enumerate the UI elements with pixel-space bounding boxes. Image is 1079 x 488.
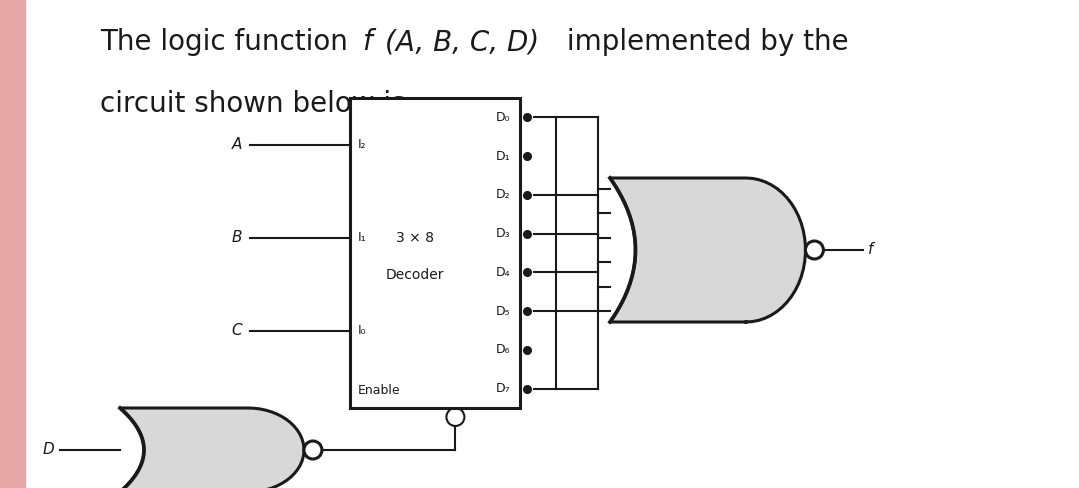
- Text: B: B: [232, 230, 242, 245]
- Text: C: C: [231, 323, 242, 338]
- Text: D₇: D₇: [495, 382, 510, 395]
- Text: I₂: I₂: [358, 138, 367, 151]
- Text: f: f: [869, 243, 874, 258]
- Text: D₆: D₆: [495, 344, 510, 356]
- Text: I₁: I₁: [358, 231, 367, 244]
- Text: 3 × 8: 3 × 8: [396, 231, 434, 245]
- Text: D₅: D₅: [495, 305, 510, 318]
- Text: f: f: [361, 28, 372, 56]
- Text: The logic function: The logic function: [100, 28, 357, 56]
- Polygon shape: [120, 408, 304, 488]
- Text: circuit shown below is: circuit shown below is: [100, 90, 406, 118]
- Text: D₀: D₀: [495, 111, 510, 124]
- Text: D₄: D₄: [495, 266, 510, 279]
- Text: D₁: D₁: [495, 150, 510, 163]
- Bar: [350, 98, 520, 408]
- Circle shape: [304, 441, 322, 459]
- Text: D: D: [42, 443, 54, 458]
- Text: D₃: D₃: [495, 227, 510, 240]
- Circle shape: [805, 241, 823, 259]
- Polygon shape: [610, 178, 805, 322]
- Bar: [0, 0, 25, 488]
- Text: Enable: Enable: [358, 384, 400, 396]
- Text: I₀: I₀: [358, 324, 367, 337]
- Text: (A, B, C, D): (A, B, C, D): [385, 28, 540, 56]
- Text: D₂: D₂: [495, 188, 510, 202]
- Text: Decoder: Decoder: [386, 268, 445, 282]
- Text: A: A: [232, 137, 242, 152]
- Text: implemented by the: implemented by the: [558, 28, 848, 56]
